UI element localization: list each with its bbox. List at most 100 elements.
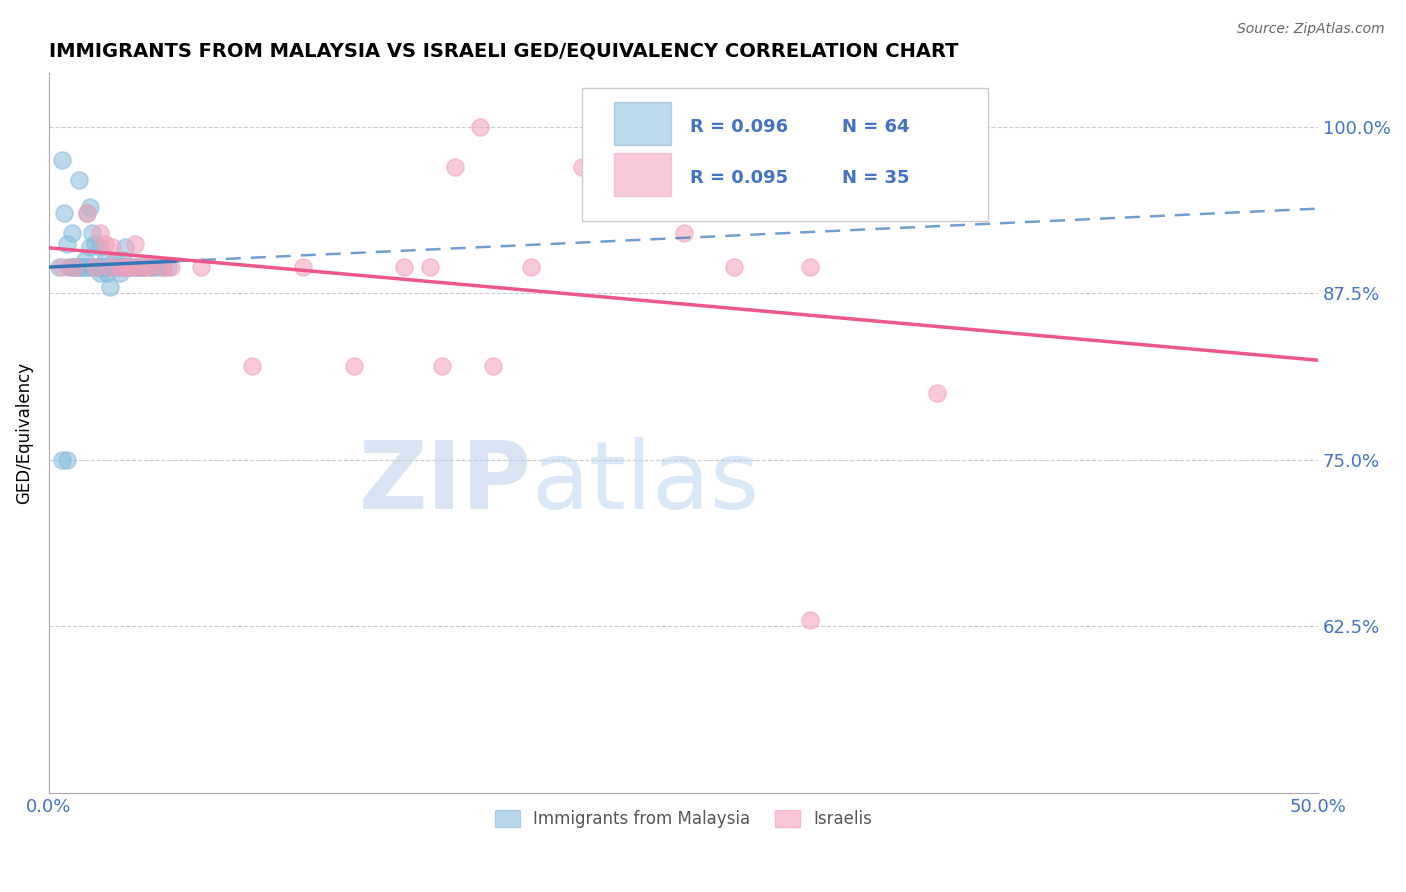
- Point: [79, 260, 101, 274]
- Point: [55, 236, 77, 251]
- Point: [63, 260, 86, 274]
- Point: [121, 260, 143, 274]
- Point: [419, 260, 441, 274]
- Text: atlas: atlas: [531, 437, 759, 529]
- Point: [134, 260, 156, 274]
- Point: [98, 260, 121, 274]
- Point: [114, 260, 136, 274]
- Point: [83, 260, 105, 274]
- Point: [60, 260, 83, 274]
- Text: Source: ZipAtlas.com: Source: ZipAtlas.com: [1237, 22, 1385, 37]
- Point: [342, 359, 364, 374]
- Point: [70, 260, 93, 274]
- Text: N = 64: N = 64: [842, 119, 910, 136]
- Point: [132, 260, 155, 274]
- Point: [48, 260, 70, 274]
- Point: [58, 260, 80, 274]
- Point: [571, 160, 593, 174]
- Text: IMMIGRANTS FROM MALAYSIA VS ISRAELI GED/EQUIVALENCY CORRELATION CHART: IMMIGRANTS FROM MALAYSIA VS ISRAELI GED/…: [49, 42, 959, 61]
- Point: [101, 239, 124, 253]
- Point: [672, 226, 695, 240]
- Y-axis label: GED/Equivalency: GED/Equivalency: [15, 362, 32, 504]
- Point: [96, 266, 118, 280]
- Point: [927, 386, 949, 401]
- Text: ZIP: ZIP: [359, 437, 531, 529]
- Point: [53, 206, 76, 220]
- Point: [444, 160, 467, 174]
- Point: [114, 260, 136, 274]
- Point: [63, 260, 86, 274]
- Point: [91, 260, 114, 274]
- Point: [94, 252, 117, 267]
- Point: [51, 452, 73, 467]
- Point: [127, 260, 149, 274]
- Point: [117, 260, 139, 274]
- Point: [596, 120, 619, 134]
- Point: [79, 239, 101, 253]
- Point: [86, 260, 108, 274]
- Point: [520, 260, 543, 274]
- Point: [134, 260, 156, 274]
- Point: [55, 452, 77, 467]
- Point: [139, 260, 162, 274]
- Point: [291, 260, 314, 274]
- Point: [124, 260, 146, 274]
- Point: [101, 260, 124, 274]
- Point: [76, 206, 98, 220]
- Point: [86, 260, 108, 274]
- Point: [799, 613, 821, 627]
- Point: [240, 359, 263, 374]
- Point: [139, 260, 162, 274]
- FancyBboxPatch shape: [582, 87, 988, 221]
- Point: [51, 153, 73, 167]
- Point: [111, 252, 134, 267]
- Point: [70, 260, 93, 274]
- Point: [98, 260, 121, 274]
- Point: [190, 260, 212, 274]
- Point: [129, 260, 152, 274]
- Point: [152, 260, 174, 274]
- Point: [120, 260, 142, 274]
- Point: [111, 260, 134, 274]
- Point: [73, 260, 96, 274]
- Point: [98, 279, 121, 293]
- Point: [51, 260, 73, 274]
- Point: [94, 260, 117, 274]
- Point: [104, 252, 127, 267]
- Text: R = 0.095: R = 0.095: [690, 169, 787, 186]
- Point: [89, 266, 111, 280]
- Point: [159, 260, 181, 274]
- Point: [114, 239, 136, 253]
- Point: [67, 173, 90, 187]
- Point: [89, 226, 111, 240]
- Point: [83, 260, 105, 274]
- Point: [394, 260, 416, 274]
- Point: [120, 260, 142, 274]
- Point: [60, 226, 83, 240]
- Point: [96, 260, 118, 274]
- Point: [108, 266, 131, 280]
- Point: [79, 200, 101, 214]
- Point: [799, 260, 821, 274]
- Point: [83, 236, 105, 251]
- Point: [108, 260, 131, 274]
- Point: [63, 260, 86, 274]
- Point: [723, 260, 745, 274]
- Point: [76, 206, 98, 220]
- Point: [89, 239, 111, 253]
- Legend: Immigrants from Malaysia, Israelis: Immigrants from Malaysia, Israelis: [488, 803, 879, 835]
- Point: [482, 359, 505, 374]
- Point: [142, 260, 165, 274]
- Text: N = 35: N = 35: [842, 169, 910, 186]
- Point: [470, 120, 492, 134]
- Point: [66, 260, 89, 274]
- Point: [76, 260, 98, 274]
- FancyBboxPatch shape: [614, 103, 671, 145]
- Point: [73, 252, 96, 267]
- Point: [82, 226, 104, 240]
- Point: [107, 260, 129, 274]
- Point: [157, 260, 180, 274]
- Point: [82, 260, 104, 274]
- Point: [91, 260, 114, 274]
- Text: R = 0.096: R = 0.096: [690, 119, 787, 136]
